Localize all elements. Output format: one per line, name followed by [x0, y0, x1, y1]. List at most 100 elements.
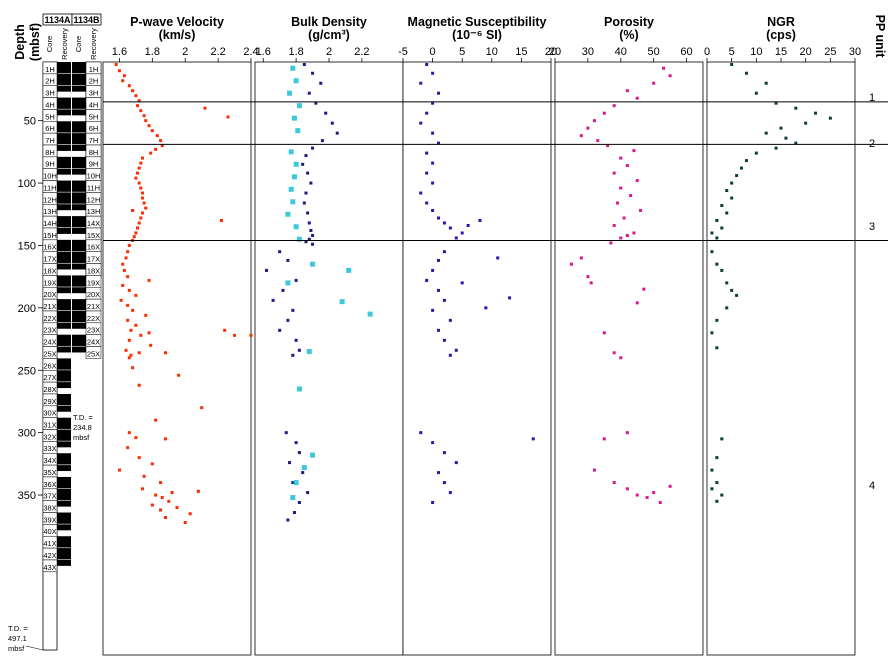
core-recovery-bar — [72, 168, 86, 175]
track-tick-label: 60 — [680, 46, 692, 58]
data-point — [124, 256, 128, 260]
data-point — [612, 171, 616, 175]
hole-a-core-header: Core — [45, 36, 54, 52]
data-point — [725, 281, 729, 285]
core-recovery-bar — [57, 453, 71, 465]
hole-b-td-unit: mbsf — [73, 433, 90, 442]
core-recovery-bar — [72, 121, 86, 133]
data-point — [720, 268, 724, 272]
data-point — [658, 501, 662, 505]
data-point — [139, 109, 143, 113]
data-point — [150, 129, 154, 133]
data-point — [715, 236, 719, 240]
core-label: 22X — [87, 314, 100, 323]
data-point — [794, 141, 798, 145]
core-recovery-bar — [57, 346, 71, 353]
core-recovery-bar — [72, 227, 86, 234]
core-label: 23X — [87, 326, 100, 335]
data-point — [288, 186, 294, 192]
data-point — [119, 298, 123, 302]
core-label: 9H — [89, 160, 99, 169]
hole-b-td-value: 234.8 — [73, 423, 92, 432]
data-point — [140, 156, 144, 160]
data-point — [271, 298, 275, 302]
core-recovery-bar — [57, 465, 71, 472]
data-point — [188, 512, 192, 516]
core-recovery-bar — [72, 85, 86, 92]
data-point — [147, 278, 151, 282]
data-point — [335, 131, 339, 135]
data-point — [294, 278, 298, 282]
core-label: 37X — [43, 492, 56, 501]
data-point — [137, 351, 141, 355]
data-point — [160, 496, 164, 500]
data-point — [720, 226, 724, 230]
data-point — [419, 81, 423, 85]
data-point — [619, 356, 623, 360]
track-tick-label: 40 — [615, 46, 627, 58]
data-point — [794, 106, 798, 110]
core-recovery-bar — [72, 334, 86, 346]
data-point — [301, 471, 305, 475]
core-recovery-bar — [57, 559, 71, 566]
data-point — [306, 491, 310, 495]
data-point — [735, 293, 739, 297]
data-point — [720, 437, 724, 441]
data-point — [602, 437, 606, 441]
hole-b-td-label: T.D. = — [73, 413, 93, 422]
data-point — [291, 353, 295, 357]
core-label: 11H — [87, 183, 100, 192]
core-recovery-bar — [57, 275, 71, 287]
data-point — [431, 441, 435, 445]
data-point — [645, 496, 649, 500]
data-point — [309, 228, 313, 232]
track-tick-label: 2.4 — [243, 46, 258, 58]
data-point — [311, 233, 315, 237]
data-point — [159, 481, 163, 485]
core-recovery-bar — [57, 393, 71, 406]
data-point — [715, 218, 719, 222]
depth-axis: Depth (mbsf) 50 100 150 200 250 300 350 — [13, 23, 43, 502]
core-recovery-bar — [57, 62, 71, 74]
depth-tick-label: 300 — [18, 428, 36, 440]
core-label: 14X — [87, 219, 100, 228]
data-point — [134, 231, 138, 235]
data-point — [291, 174, 297, 180]
data-point — [304, 191, 308, 195]
data-point — [126, 318, 130, 322]
data-point — [586, 126, 590, 130]
data-point — [431, 501, 435, 505]
data-point — [311, 242, 315, 246]
data-point — [291, 115, 297, 121]
core-recovery-bar — [57, 192, 71, 204]
data-point — [131, 366, 135, 370]
data-point — [725, 189, 729, 193]
core-label: 8H — [89, 148, 99, 157]
core-label: 9H — [45, 160, 55, 169]
core-label: 21X — [87, 302, 100, 311]
data-point — [454, 236, 458, 240]
core-label: 1H — [45, 65, 55, 74]
core-label: 22X — [43, 314, 56, 323]
track-tick-label: 15 — [515, 46, 527, 58]
data-point — [292, 511, 296, 515]
data-point — [121, 79, 125, 83]
core-label: 24X — [87, 338, 100, 347]
core-recovery-bar — [57, 204, 71, 211]
core-recovery-bar — [72, 310, 86, 323]
core-label: 13H — [87, 207, 101, 216]
data-point — [137, 166, 141, 170]
core-recovery-bar — [72, 216, 86, 228]
data-point — [612, 223, 616, 227]
data-point — [642, 287, 646, 291]
data-point — [639, 209, 643, 213]
core-label: 12H — [43, 195, 57, 204]
data-point — [281, 288, 285, 292]
data-point — [715, 481, 719, 485]
track-3: Porosity(%) 20 30 40 50 60 — [549, 15, 704, 656]
track-tick-label: 2 — [182, 46, 188, 58]
depth-axis-unit: (mbsf) — [28, 23, 42, 61]
core-label: 2H — [45, 77, 55, 86]
core-label: 18X — [43, 266, 56, 275]
data-point — [330, 121, 334, 125]
